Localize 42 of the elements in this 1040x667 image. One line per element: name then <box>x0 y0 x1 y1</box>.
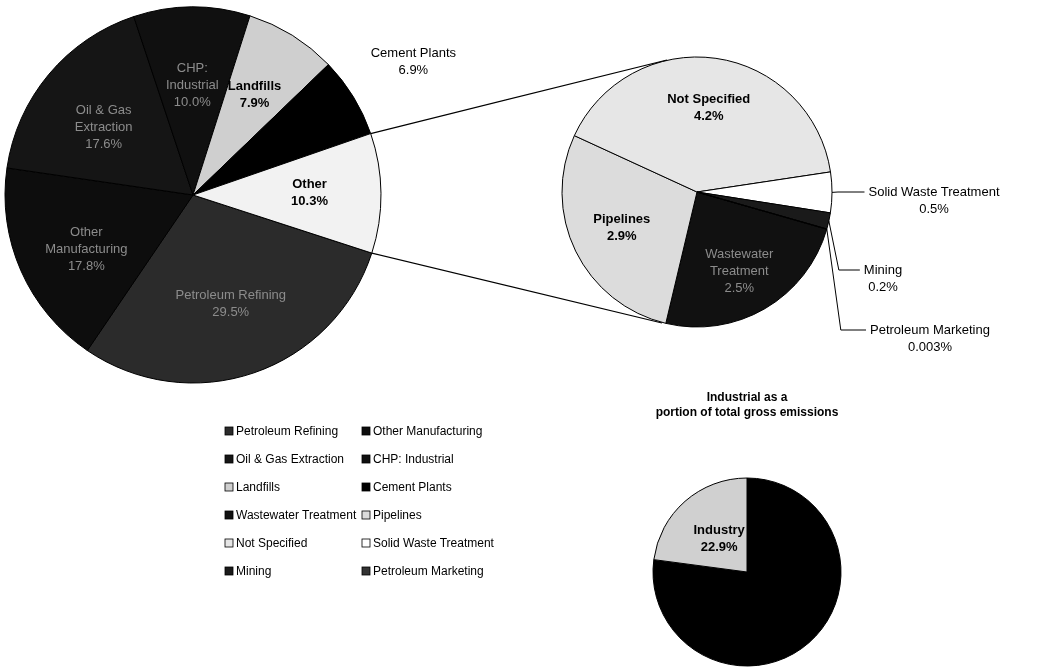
slice-label: Mining <box>863 262 903 277</box>
data-label: 0.2% <box>868 279 899 294</box>
legend-label: Oil & Gas Extraction <box>236 452 345 466</box>
data-label: 0.003% <box>907 339 953 354</box>
legend-label: Cement Plants <box>373 480 452 494</box>
slice-label: Not Specified <box>667 91 751 107</box>
slice-label: Landfills <box>227 78 282 93</box>
category-label: Not Specified <box>236 536 308 550</box>
category-label: Wastewater Treatment <box>236 508 357 522</box>
data-label: 4.2% <box>693 108 724 124</box>
category-label: Pipelines <box>373 508 422 522</box>
slice-label: Cement Plants <box>370 45 457 61</box>
data-label: 2.9% <box>606 227 638 243</box>
data-label: 29.5% <box>212 304 250 320</box>
slice-label: CHP: Industrial <box>165 60 219 93</box>
legend-label: Landfills <box>236 480 281 494</box>
legend-label: Other Manufacturing <box>373 424 483 438</box>
slice-label: Other Manufacturing <box>45 223 128 256</box>
category-label: Solid Waste Treatment <box>373 536 494 550</box>
slice-label: Wastewater Treatment <box>705 246 774 279</box>
data-label: 10.0% <box>173 94 212 110</box>
data-label: 2.5% <box>724 280 755 296</box>
slice-label: Pipelines <box>593 210 651 226</box>
legend-label: Petroleum Refining <box>236 424 339 438</box>
data-label: 10.3% <box>291 192 329 208</box>
data-label: 22.9% <box>700 539 738 555</box>
data-label: 0.5% <box>919 201 950 216</box>
slice-label: Oil & Gas Extraction <box>74 102 133 135</box>
data-label: 6.9% <box>398 62 429 78</box>
data-label: 17.8% <box>67 257 106 273</box>
slice-label: Petroleum Marketing <box>870 322 990 337</box>
slice-label: Industry <box>693 522 746 538</box>
slice-label: Solid Waste Treatment <box>868 184 1000 199</box>
slice-label: Other <box>292 175 327 191</box>
data-label: 17.6% <box>85 136 123 152</box>
slice-label: Petroleum Refining <box>175 287 287 303</box>
pie-slice <box>652 477 842 667</box>
data-label: 7.9% <box>239 95 270 110</box>
chart-title: Industrial as a portion of total gross emissions <box>655 390 839 419</box>
category-label: Mining <box>236 564 272 578</box>
legend-label: CHP: Industrial <box>373 452 454 466</box>
category-label: Petroleum Marketing <box>373 564 484 578</box>
